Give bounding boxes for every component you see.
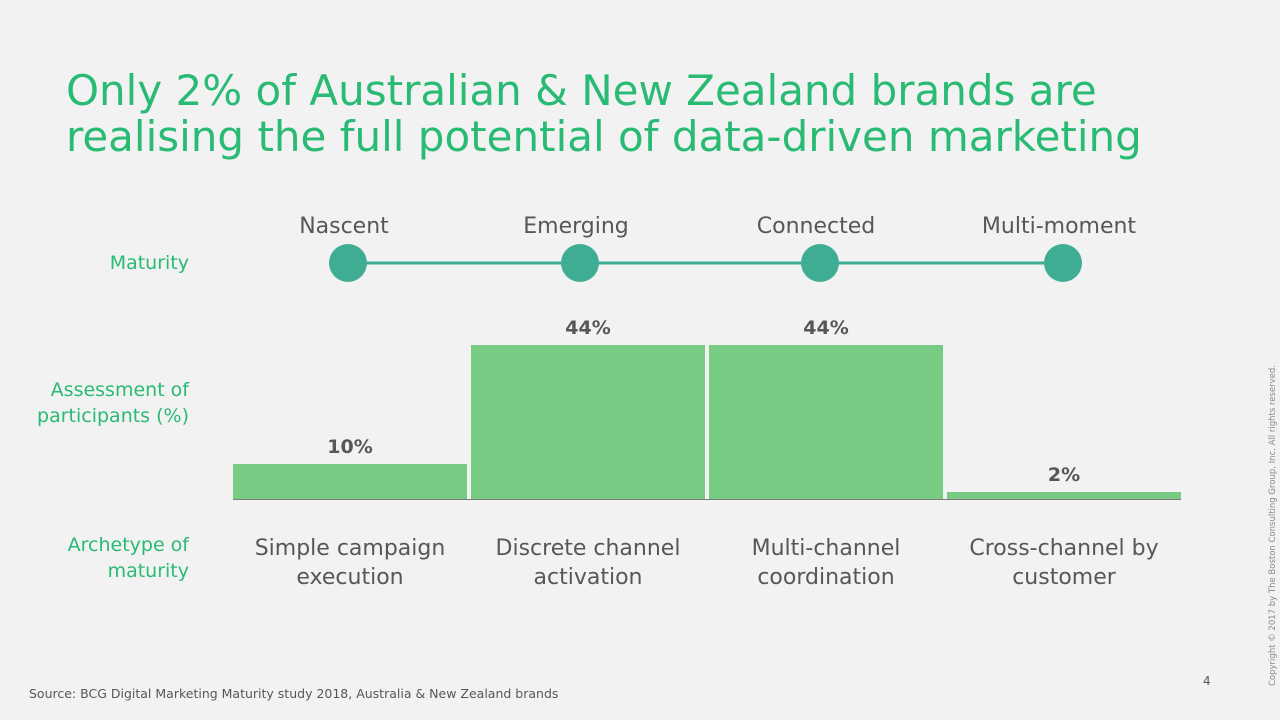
row-label-archetype-line-1: Archetype of (67, 534, 189, 556)
row-label-archetype: Archetype of maturity (68, 532, 189, 584)
row-label-maturity-text: Maturity (109, 252, 189, 274)
stage-label-emerging: Emerging (523, 214, 629, 239)
maturity-marker-emerging (561, 244, 599, 282)
bar-value-label-2: 44% (565, 317, 610, 339)
row-label-archetype-line-2: maturity (107, 560, 189, 582)
slide-title: Only 2% of Australian & New Zealand bran… (66, 68, 1216, 160)
stage-label-multi-moment: Multi-moment (982, 214, 1137, 239)
category-label-2-line-2: activation (534, 565, 643, 590)
bar-value-label-1: 10% (327, 436, 372, 458)
row-label-assessment-line-2: participants (%) (37, 405, 189, 427)
stage-label-connected: Connected (757, 214, 875, 239)
maturity-marker-multi-moment (1044, 244, 1082, 282)
category-label-1-line-1: Simple campaign (255, 536, 446, 561)
category-label-2-line-1: Discrete channel (496, 536, 681, 561)
bar-4 (947, 492, 1181, 499)
row-label-assessment-line-1: Assessment of (50, 379, 189, 401)
copyright-notice: Copyright © 2017 by The Boston Consultin… (1268, 364, 1278, 686)
category-label-1-line-2: execution (296, 565, 403, 590)
maturity-marker-connected (801, 244, 839, 282)
page-number: 4 (1203, 674, 1211, 688)
title-line-1: Only 2% of Australian & New Zealand bran… (66, 66, 1097, 115)
row-label-assessment: Assessment of participants (%) (37, 377, 189, 429)
category-label-3-line-2: coordination (757, 565, 894, 590)
category-label-4-line-1: Cross-channel by (969, 536, 1158, 561)
source-note: Source: BCG Digital Marketing Maturity s… (29, 686, 559, 701)
bar-value-label-4: 2% (1048, 464, 1080, 486)
category-label-3-line-1: Multi-channel (752, 536, 901, 561)
row-label-maturity: Maturity (110, 250, 189, 276)
maturity-marker-nascent (329, 244, 367, 282)
bar-1 (233, 464, 467, 499)
bar-2 (471, 345, 705, 499)
bar-3 (709, 345, 943, 499)
title-line-2: realising the full potential of data-dri… (66, 112, 1142, 161)
bar-value-label-3: 44% (803, 317, 848, 339)
stage-label-nascent: Nascent (299, 214, 389, 239)
category-label-4-line-2: customer (1012, 565, 1117, 590)
